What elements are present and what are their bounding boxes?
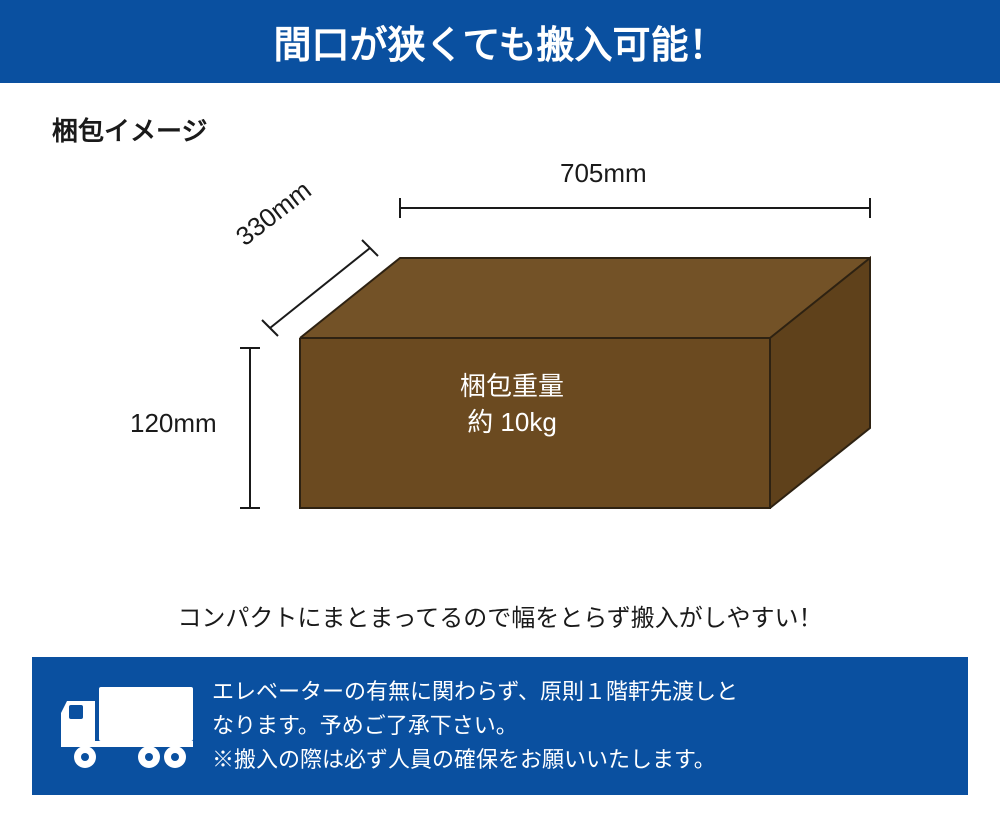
height-label: 120mm — [130, 408, 217, 439]
box-weight-label: 梱包重量 約 10kg — [460, 368, 564, 441]
notice-line-1: エレベーターの有無に関わらず、原則１階軒先渡しと — [212, 675, 948, 709]
delivery-notice-bar: エレベーターの有無に関わらず、原則１階軒先渡しと なります。予めご了承下さい。 … — [32, 657, 968, 795]
packaging-subtitle: 梱包イメージ — [0, 83, 1000, 148]
width-label: 705mm — [560, 158, 647, 189]
width-dimension-line — [400, 198, 870, 218]
header-banner: 間口が狭くても搬入可能！ — [0, 0, 1000, 83]
weight-line2: 約 10kg — [460, 404, 564, 440]
truck-icon — [52, 681, 202, 771]
notice-line-2: なります。予めご了承下さい。 — [212, 709, 948, 743]
height-dimension-line — [240, 348, 260, 508]
delivery-notice-text: エレベーターの有無に関わらず、原則１階軒先渡しと なります。予めご了承下さい。 … — [202, 675, 948, 777]
box-diagram-area: 705mm 330mm 120mm 梱包重量 約 10kg — [0, 148, 1000, 588]
notice-line-3: ※搬入の際は必ず人員の確保をお願いいたします。 — [212, 743, 948, 777]
diagram-caption: コンパクトにまとまってるので幅をとらず搬入がしやすい！ — [0, 588, 1000, 657]
weight-line1: 梱包重量 — [460, 368, 564, 404]
